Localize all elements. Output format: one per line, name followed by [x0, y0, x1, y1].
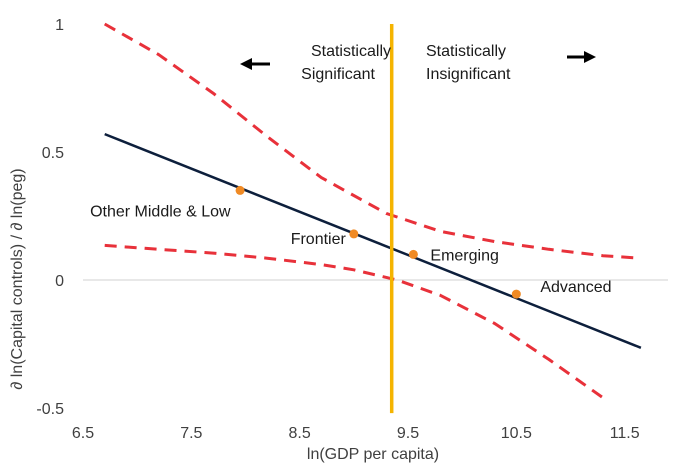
- x-tick-label: 9.5: [397, 425, 419, 442]
- x-tick-label: 6.5: [72, 425, 94, 442]
- point-label: Frontier: [291, 231, 347, 248]
- lower-bound-line: [104, 243, 604, 400]
- insignificant-label-line2: Insignificant: [426, 66, 511, 83]
- x-axis-label: ln(GDP per capita): [307, 446, 439, 463]
- significant-label-line1: Statistically: [311, 43, 391, 60]
- y-tick-label: 1: [55, 17, 64, 34]
- points-layer: Other Middle & Low Frontier Emerging Advanc…: [90, 185, 612, 299]
- y-axis-label: ∂ ln(Capital controls) / ∂ ln(peg): [9, 168, 26, 389]
- significant-label-line2: Significant: [301, 66, 375, 83]
- right-arrow: [567, 51, 596, 63]
- data-point: [349, 229, 359, 239]
- data-point: [408, 249, 418, 259]
- estimate-line: [104, 132, 642, 349]
- x-tick-label: 10.5: [501, 425, 532, 442]
- y-tick-label: -0.5: [36, 401, 64, 418]
- upper-bound-line: [103, 22, 641, 260]
- point-label: Emerging: [430, 247, 498, 264]
- insignificant-label-line1: Statistically: [426, 43, 506, 60]
- data-point: [235, 185, 245, 195]
- axes-layer: 10.50-0.56.5 7.5 8.5 9.5 10.5 11.5: [36, 17, 668, 442]
- y-tick-label: 0: [55, 273, 64, 290]
- y-tick-label: 0.5: [42, 145, 64, 162]
- data-point: [511, 289, 521, 299]
- point-label: Advanced: [540, 279, 611, 296]
- x-tick-label: 8.5: [289, 425, 311, 442]
- x-tick-label: 11.5: [610, 425, 640, 442]
- left-arrow: [240, 58, 270, 70]
- series-layer: [103, 22, 642, 414]
- point-label: Other Middle & Low: [90, 203, 231, 220]
- x-tick-label: 7.5: [180, 425, 202, 442]
